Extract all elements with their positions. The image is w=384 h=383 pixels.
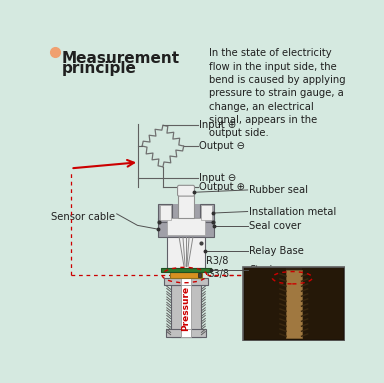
Bar bbox=[170, 285, 202, 337]
Bar bbox=[158, 218, 214, 237]
Text: Relay Base: Relay Base bbox=[249, 246, 304, 256]
Text: Seal cover: Seal cover bbox=[249, 221, 301, 231]
Bar bbox=[243, 267, 345, 341]
Text: R3/8
G3/8: R3/8 G3/8 bbox=[206, 256, 229, 279]
Bar bbox=[164, 278, 208, 285]
Text: Output ⊕: Output ⊕ bbox=[199, 182, 245, 192]
Bar bbox=[167, 237, 205, 268]
Text: Sensor cable: Sensor cable bbox=[51, 212, 115, 222]
Text: Rubber seal: Rubber seal bbox=[249, 185, 308, 195]
Text: Installation metal: Installation metal bbox=[249, 206, 336, 216]
Text: principle: principle bbox=[61, 61, 136, 76]
Text: Output ⊖: Output ⊖ bbox=[199, 141, 245, 151]
Bar bbox=[301, 268, 343, 339]
Bar bbox=[245, 268, 343, 339]
Bar bbox=[166, 329, 206, 337]
Bar bbox=[181, 278, 190, 285]
Text: Input ⊕: Input ⊕ bbox=[199, 120, 237, 130]
Text: In the state of electricity
flow in the input side, the
bend is caused by applyi: In the state of electricity flow in the … bbox=[209, 48, 346, 138]
Bar bbox=[200, 204, 214, 222]
Bar bbox=[161, 268, 211, 272]
Bar bbox=[286, 270, 301, 338]
Bar bbox=[160, 205, 170, 220]
Bar bbox=[170, 272, 202, 278]
Text: Pressure: Pressure bbox=[182, 286, 190, 331]
Bar bbox=[181, 285, 190, 337]
Bar bbox=[178, 193, 194, 218]
Text: Input ⊖: Input ⊖ bbox=[199, 173, 237, 183]
Bar bbox=[182, 324, 190, 333]
FancyBboxPatch shape bbox=[177, 185, 194, 196]
Bar bbox=[245, 268, 286, 339]
Bar bbox=[198, 273, 202, 277]
Bar bbox=[181, 329, 190, 337]
Bar bbox=[202, 205, 212, 220]
Bar bbox=[167, 218, 205, 235]
Bar bbox=[172, 204, 200, 222]
Text: Strain-gauge: Strain-gauge bbox=[249, 265, 314, 275]
Text: Measurement: Measurement bbox=[61, 51, 179, 65]
Bar bbox=[158, 204, 172, 222]
